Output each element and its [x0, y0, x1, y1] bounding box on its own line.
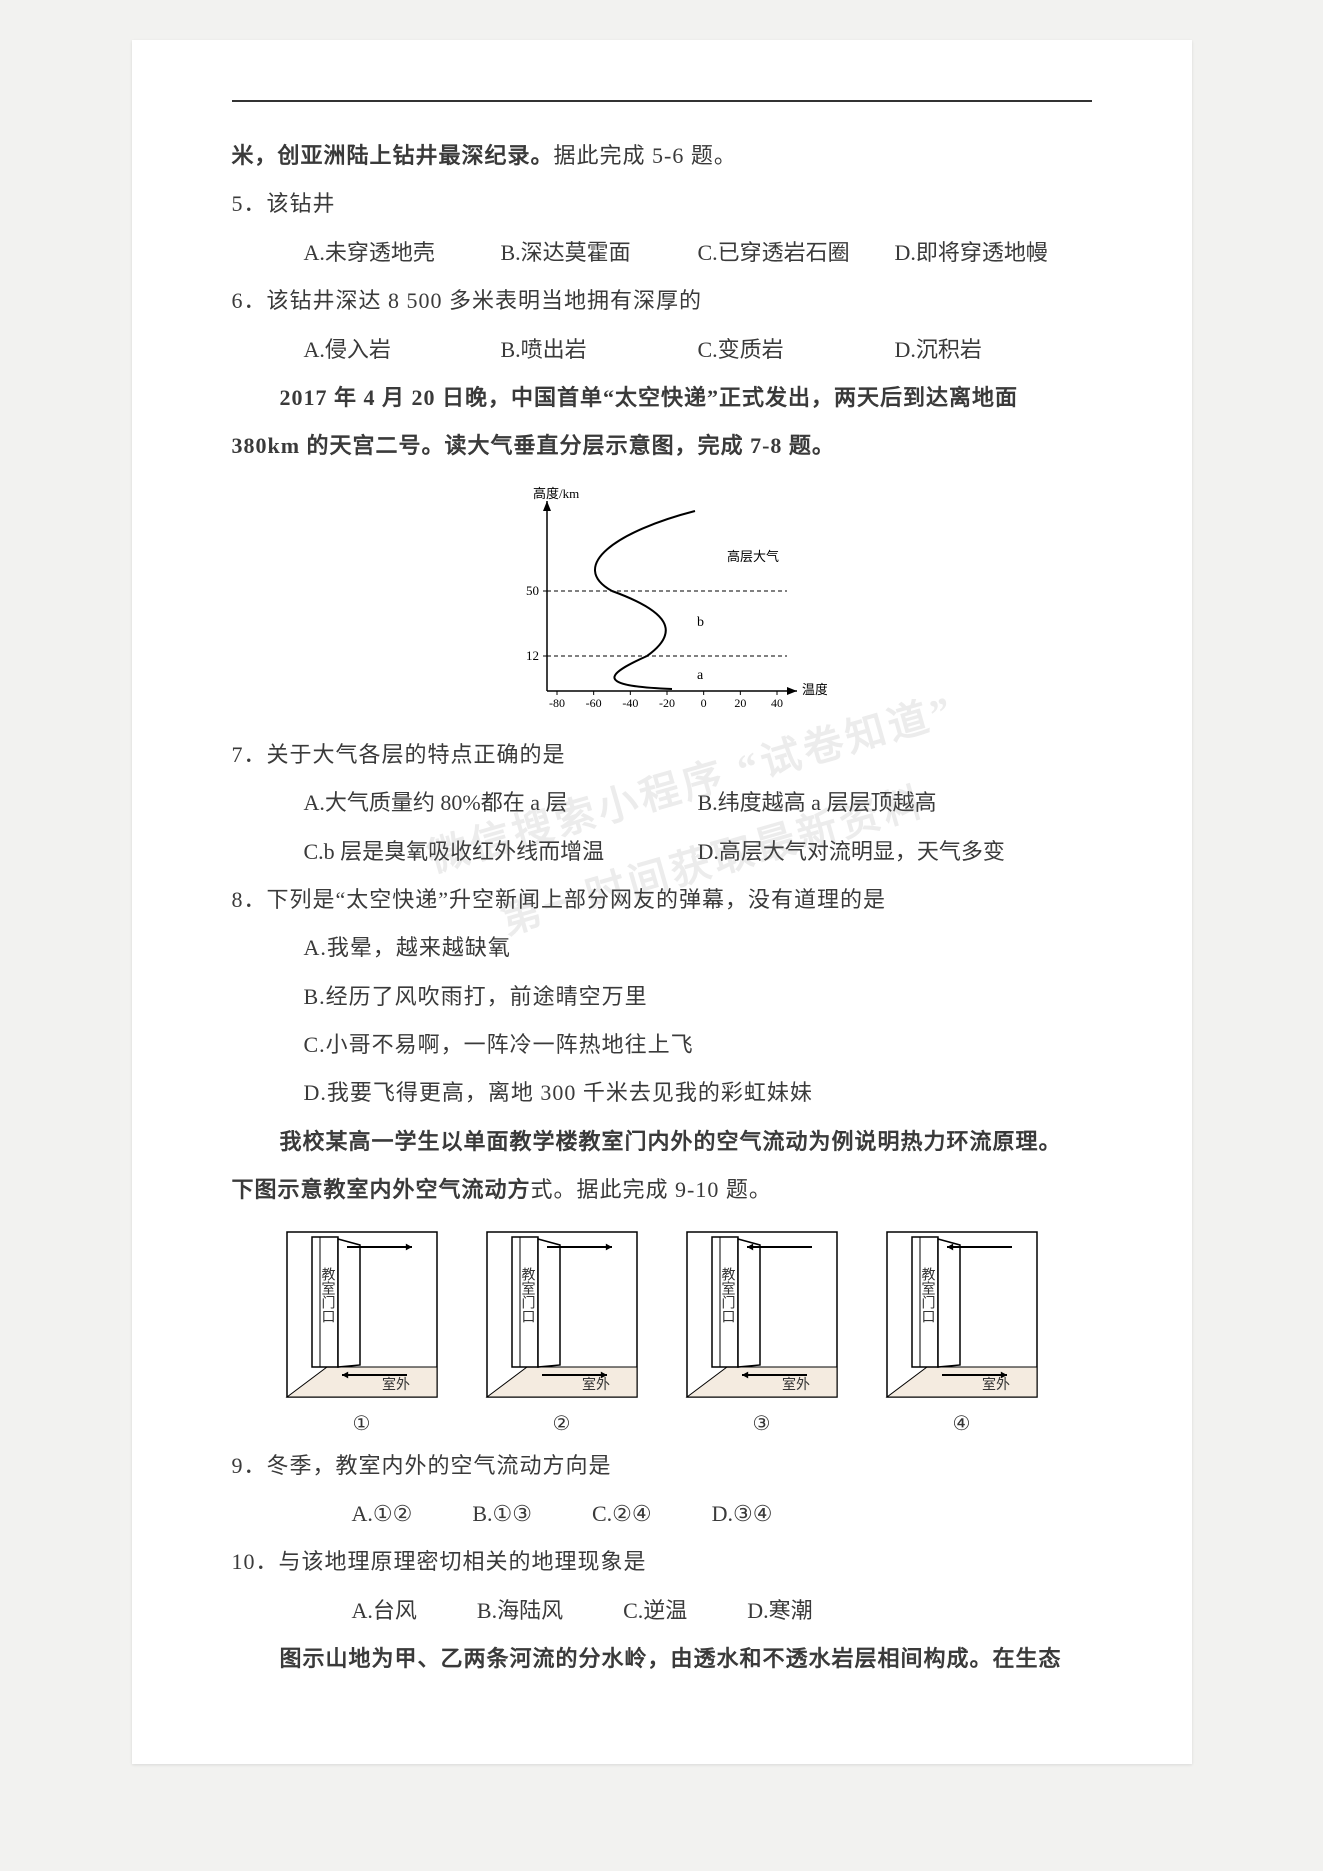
intro-rest: 据此完成 5-6 题。 — [554, 143, 737, 168]
q8-opt-a: A.我晕，越来越缺氧 — [232, 924, 1092, 972]
diagram-2-label: ② — [482, 1411, 642, 1436]
context910-bold: 下图示意教室内外空气流动方 — [232, 1177, 531, 1202]
q8-stem: 8．下列是“太空快递”升空新闻上部分网友的弹幕，没有道理的是 — [232, 876, 1092, 924]
context910-rest: 式。据此完成 9-10 题。 — [531, 1177, 772, 1202]
diagram-1-label: ① — [282, 1411, 442, 1436]
q9-opt-d: D.③④ — [712, 1490, 773, 1538]
door-diagrams: 教室门口室外 ① 教室门口室外 ② 教室门口室外 ③ 教室门口室外 ④ — [232, 1227, 1092, 1436]
diagram-2: 教室门口室外 ② — [482, 1227, 642, 1436]
svg-text:a: a — [697, 668, 704, 683]
footer-line: 图示山地为甲、乙两条河流的分水岭，由透水和不透水岩层相间构成。在生态 — [232, 1635, 1092, 1683]
q8-opt-c: C.小哥不易啊，一阵冷一阵热地往上飞 — [232, 1021, 1092, 1069]
svg-text:-80: -80 — [549, 696, 565, 710]
context78-line1: 2017 年 4 月 20 日晚，中国首单“太空快递”正式发出，两天后到达离地面 — [232, 374, 1092, 422]
svg-text:教室门口: 教室门口 — [719, 1267, 735, 1323]
q10-num: 10． — [232, 1549, 279, 1574]
q5-num: 5． — [232, 191, 267, 216]
svg-text:室外: 室外 — [382, 1376, 410, 1393]
q5-options: A.未穿透地壳 B.深达莫霍面 C.已穿透岩石圈 D.即将穿透地幔 — [232, 229, 1092, 277]
svg-text:40: 40 — [771, 696, 783, 710]
svg-text:高层大气: 高层大气 — [727, 549, 779, 564]
diagram-3-label: ③ — [682, 1411, 842, 1436]
q5-opt-b: B.深达莫霍面 — [501, 229, 698, 277]
diagram-4: 教室门口室外 ④ — [882, 1227, 1042, 1436]
q9-stem-text: 冬季，教室内外的空气流动方向是 — [267, 1453, 612, 1478]
q8-opt-d: D.我要飞得更高，离地 300 千米去见我的彩虹妹妹 — [232, 1069, 1092, 1117]
q10-opt-d: D.寒潮 — [747, 1587, 812, 1635]
intro-bold: 米，创亚洲陆上钻井最深纪录。 — [232, 143, 554, 168]
q9-opt-c: C.②④ — [592, 1490, 652, 1538]
diagram-3: 教室门口室外 ③ — [682, 1227, 842, 1436]
svg-text:b: b — [697, 615, 704, 630]
q6-num: 6． — [232, 288, 267, 313]
svg-text:室外: 室外 — [582, 1376, 610, 1393]
svg-text:-60: -60 — [585, 696, 601, 710]
q9-stem: 9．冬季，教室内外的空气流动方向是 — [232, 1442, 1092, 1490]
top-rule — [232, 100, 1092, 102]
q6-stem-text: 该钻井深达 8 500 多米表明当地拥有深厚的 — [267, 288, 703, 313]
q9-opt-a: A.①② — [352, 1490, 413, 1538]
intro-line: 米，创亚洲陆上钻井最深纪录。据此完成 5-6 题。 — [232, 132, 1092, 180]
q8-stem-text: 下列是“太空快递”升空新闻上部分网友的弹幕，没有道理的是 — [267, 887, 887, 912]
q7-num: 7． — [232, 742, 267, 767]
q7-opt-c: C.b 层是臭氧吸收红外线而增温 — [304, 828, 698, 876]
q8-num: 8． — [232, 887, 267, 912]
svg-text:50: 50 — [526, 583, 539, 598]
q6-opt-a: A.侵入岩 — [304, 326, 501, 374]
svg-text:0: 0 — [700, 696, 706, 710]
q9-opt-b: B.①③ — [472, 1490, 532, 1538]
q7-opt-d: D.高层大气对流明显，天气多变 — [698, 828, 1092, 876]
q5-opt-a: A.未穿透地壳 — [304, 229, 501, 277]
page: 米，创亚洲陆上钻井最深纪录。据此完成 5-6 题。 5．该钻井 A.未穿透地壳 … — [132, 40, 1192, 1764]
q7-stem: 7．关于大气各层的特点正确的是 — [232, 731, 1092, 779]
q5-opt-d: D.即将穿透地幔 — [895, 229, 1092, 277]
svg-text:室外: 室外 — [782, 1376, 810, 1393]
q5-stem: 5．该钻井 — [232, 180, 1092, 228]
svg-text:12: 12 — [526, 648, 539, 663]
svg-text:教室门口: 教室门口 — [919, 1267, 935, 1323]
q10-stem: 10．与该地理原理密切相关的地理现象是 — [232, 1538, 1092, 1586]
svg-text:教室门口: 教室门口 — [519, 1267, 535, 1323]
svg-text:高度/km: 高度/km — [533, 486, 579, 501]
context910-line1: 我校某高一学生以单面教学楼教室门内外的空气流动为例说明热力环流原理。 — [232, 1118, 1092, 1166]
diagram-4-label: ④ — [882, 1411, 1042, 1436]
q5-opt-c: C.已穿透岩石圈 — [698, 229, 895, 277]
atmosphere-chart: 高度/km 温度/°C 5012 -80-60-40-2002040 高层大气 … — [232, 481, 1092, 721]
q9-options: A.①② B.①③ C.②④ D.③④ — [232, 1490, 1092, 1538]
svg-text:-40: -40 — [622, 696, 638, 710]
q9-num: 9． — [232, 1453, 267, 1478]
q10-stem-text: 与该地理原理密切相关的地理现象是 — [279, 1549, 647, 1574]
q10-opt-a: A.台风 — [352, 1587, 417, 1635]
svg-text:室外: 室外 — [982, 1376, 1010, 1393]
q7-options-row1: A.大气质量约 80%都在 a 层 B.纬度越高 a 层层顶越高 — [232, 779, 1092, 827]
q6-opt-b: B.喷出岩 — [501, 326, 698, 374]
q7-stem-text: 关于大气各层的特点正确的是 — [267, 742, 566, 767]
svg-text:温度/°C: 温度/°C — [802, 682, 827, 697]
q10-opt-c: C.逆温 — [623, 1587, 687, 1635]
q6-opt-d: D.沉积岩 — [895, 326, 1092, 374]
q6-opt-c: C.变质岩 — [698, 326, 895, 374]
q7-opt-b: B.纬度越高 a 层层顶越高 — [698, 779, 1092, 827]
q6-options: A.侵入岩 B.喷出岩 C.变质岩 D.沉积岩 — [232, 326, 1092, 374]
q10-opt-b: B.海陆风 — [477, 1587, 563, 1635]
q6-stem: 6．该钻井深达 8 500 多米表明当地拥有深厚的 — [232, 277, 1092, 325]
q8-opt-b: B.经历了风吹雨打，前途晴空万里 — [232, 973, 1092, 1021]
svg-text:-20: -20 — [659, 696, 675, 710]
context910-line2: 下图示意教室内外空气流动方式。据此完成 9-10 题。 — [232, 1166, 1092, 1214]
q5-stem-text: 该钻井 — [267, 191, 336, 216]
q7-opt-a: A.大气质量约 80%都在 a 层 — [304, 779, 698, 827]
context78-line2: 380km 的天宫二号。读大气垂直分层示意图，完成 7-8 题。 — [232, 422, 1092, 470]
q10-options: A.台风 B.海陆风 C.逆温 D.寒潮 — [232, 1587, 1092, 1635]
q7-options-row2: C.b 层是臭氧吸收红外线而增温 D.高层大气对流明显，天气多变 — [232, 828, 1092, 876]
svg-text:教室门口: 教室门口 — [319, 1267, 335, 1323]
diagram-1: 教室门口室外 ① — [282, 1227, 442, 1436]
svg-text:20: 20 — [734, 696, 746, 710]
